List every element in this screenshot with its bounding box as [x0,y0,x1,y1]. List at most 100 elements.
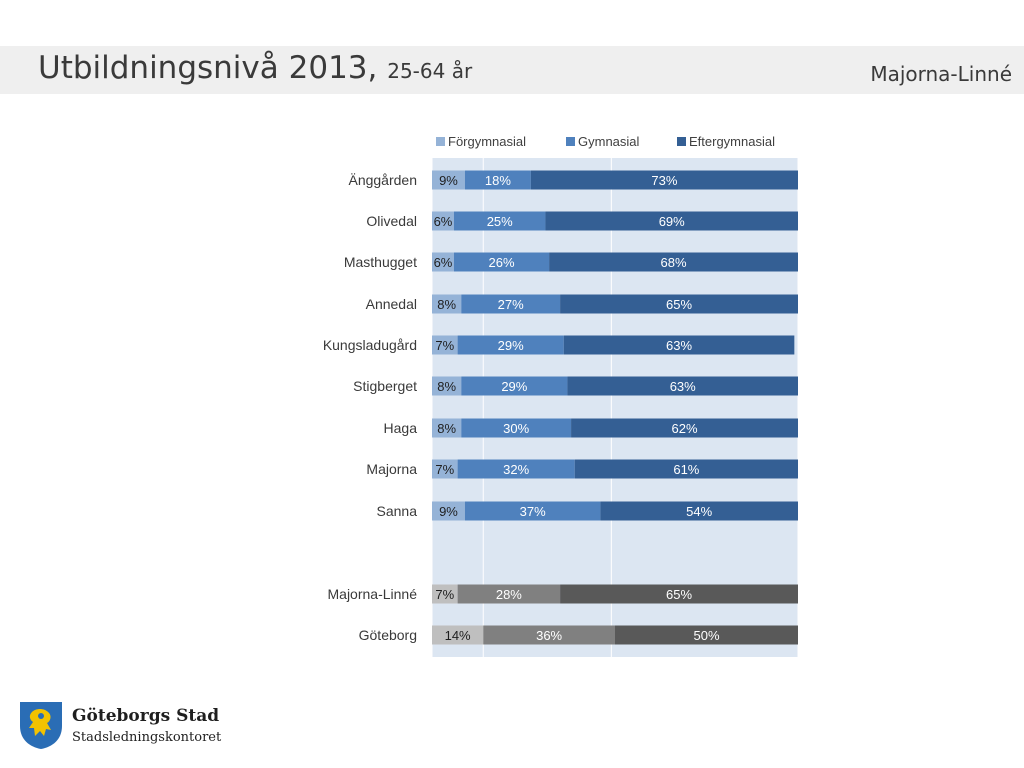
bar-segment [432,376,462,396]
data-label: 7% [435,338,454,353]
bar-segment [549,252,798,272]
bar-segment [432,625,484,645]
bar-segment [432,252,454,272]
bar-segment [461,418,572,438]
title-band [0,46,1024,94]
data-label: 6% [434,214,453,229]
logo-name: Göteborgs Stad [72,706,220,726]
data-label: 9% [439,173,458,188]
category-label: Göteborg [359,627,417,643]
legend-label: Eftergymnasial [689,134,775,149]
bar-segment [432,418,462,438]
data-label: 18% [485,173,511,188]
bar-segment [432,335,458,355]
data-label: 8% [437,379,456,394]
logo-department: Stadsledningskontoret [72,730,222,745]
legend: Förgymnasial Gymnasial Eftergymnasial [436,134,775,149]
data-label: 28% [496,587,522,602]
plot-background [432,158,798,657]
data-label: 27% [498,297,524,312]
data-label: 8% [437,421,456,436]
bar-segment [563,335,795,355]
data-label: 63% [666,338,692,353]
data-label: 36% [536,628,562,643]
category-label: Majorna [366,461,417,477]
slide-title-main: Utbildningsnivå 2013, [38,50,378,86]
data-label: 69% [659,214,685,229]
data-label: 25% [487,214,513,229]
bar-segment [457,584,561,604]
bar-segment [457,335,564,355]
legend-label: Gymnasial [578,134,640,149]
category-labels: Änggården Olivedal Masthugget Annedal Kungsl… [323,172,417,643]
category-label: Stigberget [353,378,417,394]
data-label: 65% [666,587,692,602]
bar-segment [567,376,798,396]
bar-segment [464,501,601,521]
legend-swatch [677,137,686,146]
data-label: 8% [437,297,456,312]
data-label: 62% [672,421,698,436]
data-label: 61% [673,462,699,477]
logo: Göteborgs Stad Stadsledningskontoret [18,700,248,752]
bar-segment [432,459,458,479]
district-label: Majorna-Linné [870,62,1012,86]
bar-segment [432,211,454,231]
category-label: Kungsladugård [323,337,417,353]
category-label: Haga [384,420,418,436]
data-label: 73% [651,173,677,188]
slide-title-subtitle: 25-64 år [387,59,473,83]
bar-segment [483,625,615,645]
category-label: Annedal [366,296,417,312]
bar-segment [615,625,798,645]
data-label: 65% [666,297,692,312]
data-label: 26% [489,255,515,270]
gridlines [431,158,799,657]
lion-eye [38,713,44,719]
category-label: Olivedal [366,213,417,229]
data-label: 7% [435,462,454,477]
bar-segment [560,584,798,604]
lion-shield-icon [20,702,62,749]
data-label: 63% [670,379,696,394]
bar-segment [545,211,798,231]
stacked-bar-chart: Förgymnasial Gymnasial Eftergymnasial 9% 18… [323,134,799,657]
bar-segment [457,459,575,479]
data-label: 50% [693,628,719,643]
bar-segment [560,294,798,314]
legend-label: Förgymnasial [448,134,526,149]
bar-segment [453,252,550,272]
bar-segment [432,501,465,521]
data-label: 9% [439,504,458,519]
data-label: 32% [503,462,529,477]
bar-segment [571,418,798,438]
category-label: Sanna [377,503,418,519]
bar-segment [432,584,458,604]
bar-segment [464,170,531,190]
data-label: 68% [661,255,687,270]
bar-segment [530,170,798,190]
bar-segment [432,170,465,190]
slide-title: Utbildningsnivå 2013, 25-64 år [38,50,472,86]
bar-segment [574,459,798,479]
lion-shape [29,709,51,736]
data-label: 14% [445,628,471,643]
category-label: Änggården [348,172,417,188]
bar-segment [432,294,462,314]
bar-segment [600,501,798,521]
bar-segment [461,294,561,314]
bar-segment [461,376,568,396]
data-label: 7% [435,587,454,602]
legend-swatch [436,137,445,146]
data-label: 37% [520,504,546,519]
bars: 9% 18% 73% 6% 25% 69% 6% 26% 68% 8% 27% 65% 7% 29% 63%… [432,170,798,645]
category-label: Masthugget [344,254,417,270]
bar-segment [453,211,546,231]
data-label: 6% [434,255,453,270]
data-label: 54% [686,504,712,519]
data-label: 29% [501,379,527,394]
data-label: 29% [498,338,524,353]
legend-swatch [566,137,575,146]
category-label: Majorna-Linné [328,586,418,602]
data-label: 30% [503,421,529,436]
